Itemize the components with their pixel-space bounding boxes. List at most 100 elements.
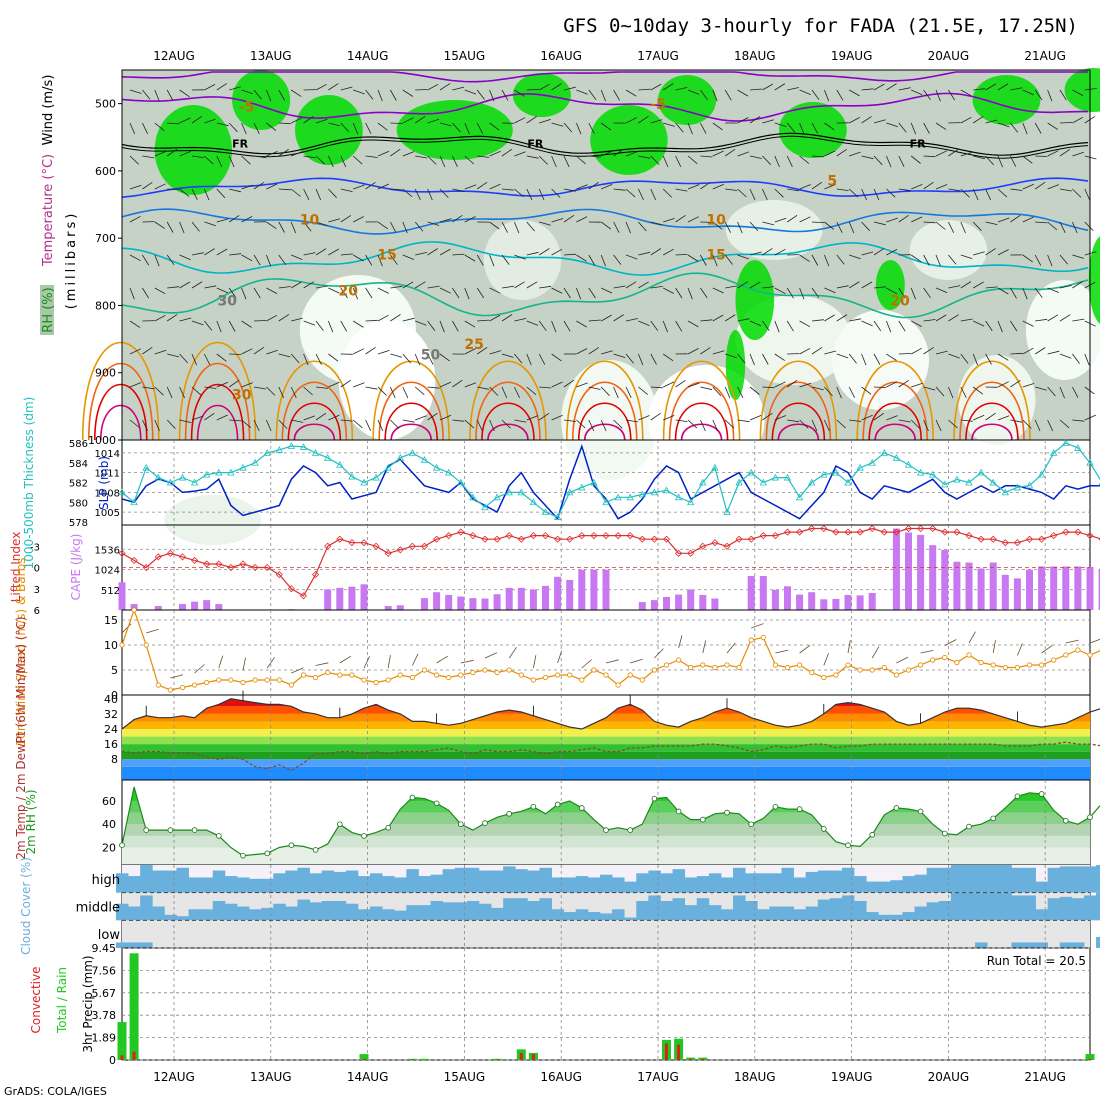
- cape-bar: [905, 532, 912, 610]
- wind-barb: [439, 83, 451, 91]
- lifted-index-marker: [299, 592, 308, 600]
- wind-barb: [1035, 386, 1047, 391]
- cloud-cell: [236, 877, 250, 893]
- wind-barb: [726, 642, 736, 654]
- cloud-row-background: [122, 920, 1090, 948]
- wind-barb: [662, 83, 674, 91]
- cloud-cell: [975, 892, 988, 921]
- cloud-cell: [1096, 892, 1100, 921]
- wind-barb: [650, 155, 660, 165]
- li-tick-label: -3: [30, 542, 40, 553]
- wind-barb: [477, 386, 490, 390]
- wind-barb: [508, 647, 517, 659]
- lifted-index-marker: [166, 549, 174, 557]
- wind-barb: [663, 287, 674, 294]
- wind-barb: [328, 353, 339, 362]
- warm-temperature-contour: [184, 362, 251, 441]
- rh-marker: [385, 824, 392, 831]
- cloud-cell: [442, 902, 456, 921]
- wind-barb: [166, 314, 178, 322]
- wind-barb: [700, 419, 706, 432]
- wind-barb: [985, 221, 998, 225]
- wind-barb: [1022, 122, 1028, 135]
- contour-label: 25: [464, 337, 483, 353]
- wind-barb: [464, 122, 470, 135]
- wind-barb: [911, 347, 922, 355]
- cloud-cell: [297, 899, 310, 921]
- thickness-marker: [408, 449, 417, 456]
- wind-barb: [464, 89, 477, 95]
- cloud-cell: [164, 870, 177, 893]
- temperature-contour: [121, 177, 1089, 198]
- wind-speed-marker: [179, 684, 186, 691]
- wind-barb: [1010, 419, 1023, 423]
- wind-barb: [799, 419, 809, 429]
- wind-barb: [898, 155, 905, 167]
- wind-barb: [675, 214, 686, 223]
- wind-speed-marker: [1026, 662, 1033, 668]
- freezing-label: FR: [910, 137, 927, 150]
- cape-bar: [469, 598, 477, 610]
- cloud-cell: [345, 903, 359, 921]
- wind-barb: [415, 415, 427, 421]
- wind-barb: [241, 348, 253, 355]
- cloud-cell: [1059, 866, 1073, 893]
- lifted-index-marker: [662, 535, 671, 543]
- wind-barb: [142, 181, 153, 190]
- lifted-index-marker: [626, 532, 634, 540]
- date-label-top: 14AUG: [347, 49, 389, 63]
- wind-barb: [687, 184, 700, 190]
- lifted-index-label: Lifted Index: [9, 532, 23, 603]
- cloud-cell: [684, 905, 698, 921]
- wind-barb: [1010, 352, 1023, 355]
- wind-tick-label: 15: [104, 614, 118, 627]
- wind-barb: [352, 122, 359, 135]
- wind-barb: [861, 251, 874, 256]
- wind-barb: [204, 412, 215, 421]
- temperature-contour: [121, 272, 1089, 319]
- wind-barb: [191, 353, 197, 366]
- wind-barb: [402, 317, 415, 322]
- wind-barb: [1047, 350, 1060, 355]
- wind-barb: [340, 155, 347, 168]
- thickness-marker: [795, 493, 804, 501]
- wind-barb: [526, 415, 539, 421]
- wind-barb: [861, 386, 872, 395]
- wind-barb: [1059, 221, 1066, 233]
- wind-barb: [910, 254, 922, 263]
- wind-barb: [935, 221, 946, 230]
- wind-barb: [216, 248, 228, 256]
- wind-barb: [1059, 122, 1073, 124]
- wind-barb: [873, 320, 882, 332]
- thickness-marker: [469, 493, 477, 501]
- wind-barb: [501, 221, 508, 233]
- wind-speed-marker: [712, 664, 718, 671]
- contour-label: 30: [232, 388, 252, 404]
- wind-barb: [663, 381, 675, 388]
- thickness-marker: [771, 473, 780, 481]
- cloud-cell: [769, 906, 782, 921]
- wind-barb: [266, 122, 277, 131]
- wind-barb: [266, 89, 272, 102]
- wind-barb: [204, 285, 217, 289]
- rh-marker: [869, 831, 875, 838]
- wind-barb: [427, 118, 440, 124]
- lifted-index-marker: [965, 532, 973, 540]
- wind-barb: [539, 83, 550, 91]
- wind-barb: [563, 86, 576, 91]
- wind-barb: [638, 88, 651, 91]
- wind-tick-label: 0: [111, 689, 118, 702]
- wind-barb: [799, 347, 811, 355]
- wind-barb: [1034, 347, 1046, 355]
- wind-barb: [700, 287, 708, 299]
- wind-barb: [687, 155, 698, 165]
- wind-barb: [514, 386, 520, 398]
- wind-barb: [365, 155, 378, 158]
- wind-barb: [923, 181, 934, 190]
- wind-barb: [848, 353, 857, 364]
- wind-barb: [179, 419, 192, 423]
- wind-barb: [576, 155, 586, 165]
- wind-barb: [960, 116, 972, 124]
